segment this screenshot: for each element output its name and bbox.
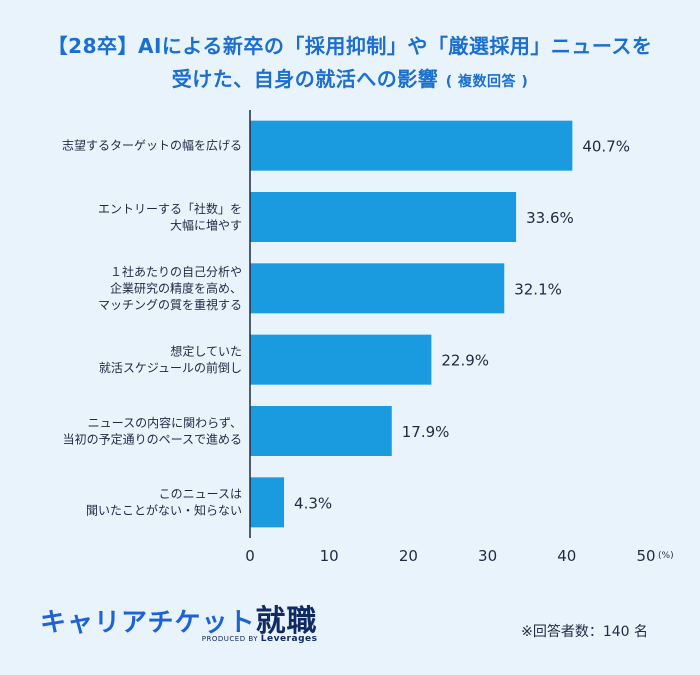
respondent-count-note: ※回答者数：140 名 xyxy=(521,624,648,640)
value-label-5: 17.9% xyxy=(402,423,450,441)
value-label-6: 4.3% xyxy=(294,494,332,512)
x-axis-ticks: 0 10 20 30 40 50 xyxy=(245,547,655,565)
category-label-6: このニュースは聞いたことがない・知らない xyxy=(86,487,242,517)
company-name: Leverages xyxy=(260,634,318,644)
x-axis-unit: (%) xyxy=(658,551,674,561)
x-tick-label-40: 40 xyxy=(557,547,576,565)
value-label-4: 22.9% xyxy=(441,352,489,370)
x-tick-label-10: 10 xyxy=(320,547,339,565)
bar-5 xyxy=(250,406,392,456)
x-tick-label-50: 50 xyxy=(636,547,655,565)
bar-4 xyxy=(250,334,432,385)
brand-kanji: 就職 xyxy=(255,604,318,639)
x-tick-label-0: 0 xyxy=(245,547,255,565)
produced-by: PRODUCED BY xyxy=(201,635,259,643)
value-label-1: 40.7% xyxy=(582,138,630,156)
chart-title-line2-main: 受けた、自身の就活への影響 xyxy=(171,67,439,91)
bar-3 xyxy=(250,263,505,314)
brand-tagline: PRODUCED BY Leverages xyxy=(202,634,318,644)
category-label-4: 想定していた就活スケジュールの前倒し xyxy=(99,343,242,375)
category-label-2: エントリーする「社数」を大幅に増やす xyxy=(98,201,242,233)
x-tick-label-20: 20 xyxy=(399,547,418,565)
chart-title-line2: 受けた、自身の就活への影響 ( 複数回答 ) xyxy=(0,63,700,99)
x-tick-label-30: 30 xyxy=(478,547,497,565)
bar-6 xyxy=(250,477,285,528)
brand-logo: キャリアチケット就職 PRODUCED BY Leverages xyxy=(40,596,317,644)
brand-wordmark: キャリアチケット就職 xyxy=(40,596,317,640)
bar-1 xyxy=(250,120,573,171)
category-label-3: １社あたりの自己分析や企業研究の精度を高め、マッチングの質を重視する xyxy=(98,264,242,312)
brand-name: キャリアチケット xyxy=(40,608,256,638)
chart-title-subnote: ( 複数回答 ) xyxy=(445,74,529,90)
value-label-2: 33.6% xyxy=(526,209,574,227)
bars-group xyxy=(250,120,573,528)
chart-title: 【28卒】AIによる新卒の「採用抑制」や「厳選採用」ニュースを 受けた、自身の就… xyxy=(0,30,700,99)
category-label-1: 志望するターゲットの幅を広げる xyxy=(62,138,242,153)
value-label-3: 32.1% xyxy=(514,280,562,298)
chart-title-line1: 【28卒】AIによる新卒の「採用抑制」や「厳選採用」ニュースを xyxy=(47,34,653,58)
value-labels: 40.7% 33.6% 32.1% 22.9% 17.9% 4.3% xyxy=(294,138,630,513)
bar-2 xyxy=(250,192,517,242)
category-label-5: ニュースの内容に関わらず、当初の予定通りのペースで進める xyxy=(63,415,242,447)
